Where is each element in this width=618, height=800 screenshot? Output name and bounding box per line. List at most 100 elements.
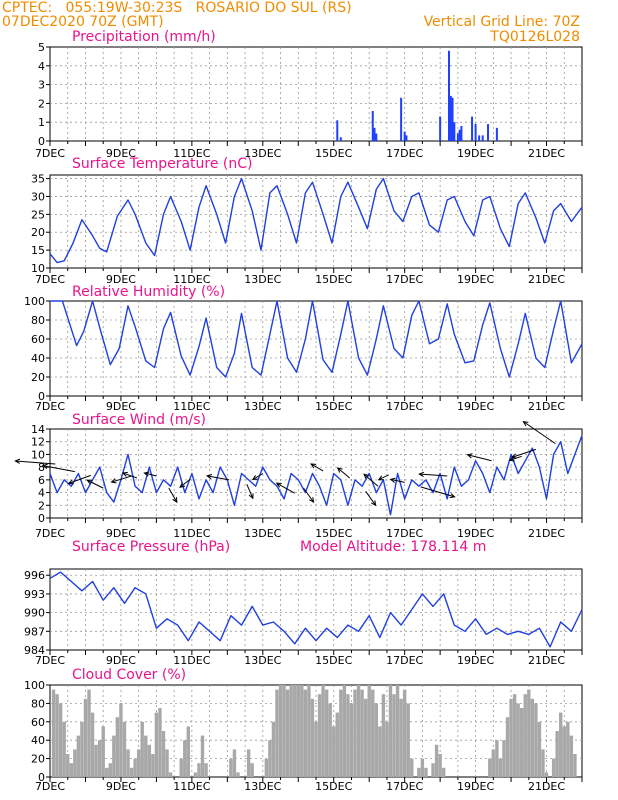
surface-pressure-hpa-line (49, 571, 583, 648)
precipitation-mm-h-bar (400, 97, 403, 141)
precipitation-mm-h-bar (481, 135, 484, 141)
cloud-cover-bar (378, 726, 382, 777)
wind-arrow (252, 473, 264, 480)
relative-humidity-panel: 0 20 40 60 80 100 7DEC 9DEC 11DEC 13DEC 15DEC 17DEC… (24, 284, 583, 413)
cloud-cover-bar (381, 694, 386, 777)
cloud-cover-bar (307, 685, 311, 777)
wind-arrow-head (251, 475, 258, 481)
cloud-cover-bar (83, 698, 88, 777)
cloud-cover-bar (73, 749, 77, 777)
cloud-cover-bar (293, 685, 297, 777)
cloud-cover-bar (264, 758, 269, 777)
wind-arrow (246, 484, 254, 499)
cloud-cover-bar (527, 689, 531, 777)
cloud-cover-bar (303, 689, 308, 777)
wind-arrow-head (14, 458, 21, 464)
cloud-cover-bar (410, 758, 414, 777)
x-tick-label: 19DEC (457, 400, 494, 413)
x-tick-label: 13DEC (244, 273, 281, 286)
cloud-cover-bar (541, 749, 545, 777)
x-tick-label: 11DEC (173, 527, 210, 540)
cloud-cover-bar (420, 758, 425, 777)
cloud-cover-bar (204, 763, 208, 777)
wind-arrow (303, 487, 314, 503)
wind-arrow-head (308, 497, 315, 504)
cloud-cover-bar (367, 685, 371, 777)
cloud-cover-bar (495, 740, 499, 777)
precipitation-mm-h-bar (474, 124, 477, 141)
cloud-cover-bar (161, 731, 166, 777)
cloud-cover-bar (346, 694, 350, 777)
cloud-cover-bar (509, 698, 513, 777)
wind-arrow-head (41, 463, 48, 469)
cloud-cover-bar (115, 717, 120, 777)
wind-arrow-head (466, 453, 473, 459)
cloud-cover-bar (551, 758, 556, 777)
cloud-cover-bar (537, 721, 542, 777)
x-tick-label: 7DEC (35, 400, 65, 413)
cloud-cover-bar (573, 754, 577, 777)
y-tick-label: 15 (31, 244, 45, 257)
surface-wind-m-s-line (49, 435, 583, 516)
wind-arrow-head (336, 467, 343, 473)
y-tick-label: 10 (31, 448, 45, 461)
wind-arrow (111, 475, 132, 483)
wind-arrow (15, 460, 56, 465)
wind-arrow (276, 482, 295, 494)
wind-arrows (14, 420, 556, 507)
y-tick-label: 8 (38, 461, 45, 474)
cloud-cover-bar (395, 685, 400, 777)
precipitation-mm-h-bar (439, 116, 442, 141)
x-tick-label: 21DEC (528, 400, 565, 413)
cloud-cover-bar (438, 754, 442, 777)
x-tick-label: 11DEC (173, 780, 210, 793)
cloud-cover-bar (371, 689, 375, 777)
wind-arrow-head (510, 453, 517, 459)
x-tick-label: 15DEC (315, 147, 352, 160)
wind-arrow-head (508, 456, 515, 462)
y-tick-label: 10 (31, 262, 45, 275)
x-tick-label: 21DEC (528, 527, 565, 540)
x-tick-label: 11DEC (173, 273, 210, 286)
cloud-cover-bar (275, 689, 279, 777)
wind-arrow (337, 467, 351, 479)
precipitation-mm-h-bar (456, 133, 459, 141)
cloud-cover-bar (246, 749, 251, 777)
wind-arrow-head (389, 477, 396, 483)
wind-arrow (42, 465, 75, 473)
y-tick-label: 5 (38, 41, 45, 54)
cloud-cover-bar (332, 726, 336, 777)
model-altitude: Model Altitude: 178.114 m (300, 539, 486, 555)
x-tick-label: 15DEC (315, 780, 352, 793)
cloud-cover-bar (314, 721, 318, 777)
wind-arrow-head (310, 463, 317, 469)
wind-arrow (168, 487, 178, 503)
wind-arrow-head (275, 482, 282, 488)
wind-arrow-head (377, 475, 384, 481)
cloud-cover-bar (193, 772, 198, 777)
wind-arrow-head (172, 497, 178, 504)
x-tick-label: 15DEC (315, 273, 352, 286)
cloud-cover-bar (399, 698, 403, 777)
y-tick-label: 12 (31, 436, 45, 449)
precipitation-mm-h-bar (405, 135, 408, 141)
cloud-cover-bar (360, 689, 364, 777)
cloud-cover-bar (90, 712, 95, 777)
wind-arrow (467, 454, 492, 462)
precipitation-mm-h-bar (373, 127, 376, 141)
x-tick-label: 13DEC (244, 527, 281, 540)
wind-arrow-head (179, 482, 186, 488)
precipitation-mm-h-bar (371, 110, 374, 141)
cloud-cover-bar (55, 694, 59, 777)
x-tick-label: 21DEC (528, 780, 565, 793)
cloud-cover-bar (488, 758, 492, 777)
y-tick-label: 40 (31, 734, 45, 747)
wind-arrow (523, 421, 556, 445)
cloud-cover-bar (168, 772, 173, 777)
cloud-cover-bar (183, 740, 187, 777)
cloud-cover-bar (512, 694, 517, 777)
precipitation-mm-h-bar (449, 95, 452, 141)
cloud-cover-bar (97, 740, 102, 777)
cloud-cover-bar (108, 763, 112, 777)
cloud-cover-bar (516, 703, 520, 777)
